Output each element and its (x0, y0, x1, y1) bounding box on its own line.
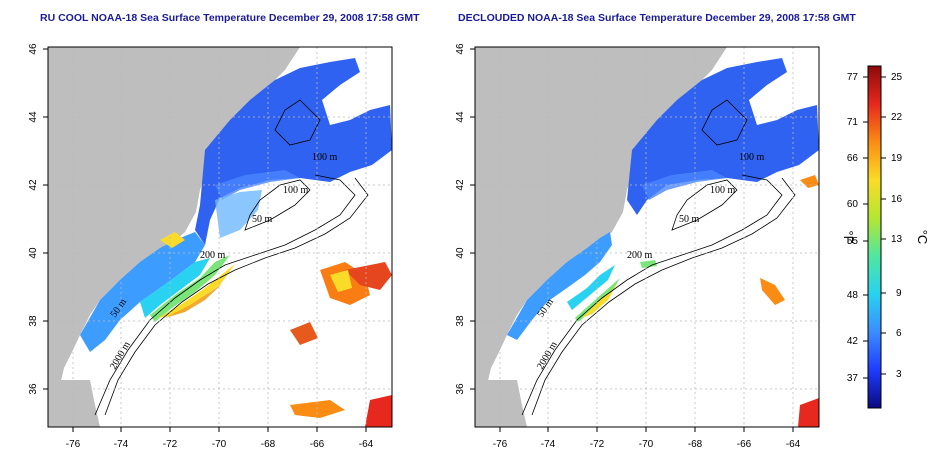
y-tick-label: 42 (455, 179, 466, 191)
fahrenheit-tick: 60 (847, 199, 859, 210)
x-tick-label: -72 (163, 439, 178, 450)
x-tick-label: -68 (688, 439, 703, 450)
celsius-tick: 25 (891, 72, 903, 83)
fahrenheit-tick: 48 (847, 290, 859, 301)
fahrenheit-tick: 55 (847, 236, 859, 247)
x-tick-label: -66 (737, 439, 752, 450)
x-tick-label: -64 (359, 439, 374, 450)
contour-label: 50 m (252, 214, 273, 225)
land-mass (475, 47, 727, 427)
celsius-axis-label: °C (915, 230, 930, 245)
fahrenheit-tick: 77 (847, 72, 859, 83)
celsius-tick: 6 (896, 328, 902, 339)
contour-label: 200 m (627, 250, 653, 261)
y-tick-label: 46 (455, 43, 466, 55)
sst-shelf-region (507, 232, 612, 340)
contour-label: 100 m (312, 152, 338, 163)
x-tick-label: -74 (114, 439, 129, 450)
x-tick-label: -74 (541, 439, 556, 450)
y-tick-label: 38 (28, 315, 39, 327)
y-tick-label: 40 (28, 247, 39, 259)
celsius-tick: 9 (896, 288, 902, 299)
fahrenheit-tick: 71 (847, 117, 859, 128)
y-tick-label: 44 (28, 111, 39, 123)
celsius-tick: 3 (896, 369, 902, 380)
y-tick-label: 38 (455, 315, 466, 327)
fahrenheit-tick: 42 (847, 336, 859, 347)
fahrenheit-axis-label: °F (841, 230, 856, 243)
y-tick-label: 42 (28, 179, 39, 191)
x-tick-label: -70 (639, 439, 654, 450)
sst-shelf-region (80, 232, 205, 352)
map-title-ru-cool: RU COOL NOAA-18 Sea Surface Temperature … (40, 12, 420, 24)
contour-label: 100 m (739, 152, 765, 163)
contour-label: 50 m (679, 214, 700, 225)
y-tick-label: 46 (28, 43, 39, 55)
celsius-tick: 16 (891, 194, 903, 205)
contour-label: 200 m (200, 250, 226, 261)
x-tick-label: -64 (786, 439, 801, 450)
x-tick-label: -68 (261, 439, 276, 450)
celsius-tick: 22 (891, 112, 903, 123)
x-tick-label: -66 (310, 439, 325, 450)
sst-cold-region (195, 58, 392, 245)
celsius-tick: 13 (891, 234, 903, 245)
x-tick-label: -72 (590, 439, 605, 450)
y-tick-label: 36 (28, 383, 39, 395)
fahrenheit-tick: 66 (847, 153, 859, 164)
fahrenheit-tick: 37 (847, 373, 859, 384)
contour-label: 100 m (283, 185, 309, 196)
y-tick-label: 40 (455, 247, 466, 259)
y-tick-label: 44 (455, 111, 466, 123)
x-tick-label: -76 (66, 439, 81, 450)
celsius-tick: 19 (891, 153, 903, 164)
x-tick-label: -70 (212, 439, 227, 450)
contour-label: 100 m (710, 185, 736, 196)
y-tick-label: 36 (455, 383, 466, 395)
x-tick-label: -76 (493, 439, 508, 450)
colorbar-scale (867, 65, 882, 409)
map-title-declouded: DECLOUDED NOAA-18 Sea Surface Temperatur… (458, 12, 856, 24)
